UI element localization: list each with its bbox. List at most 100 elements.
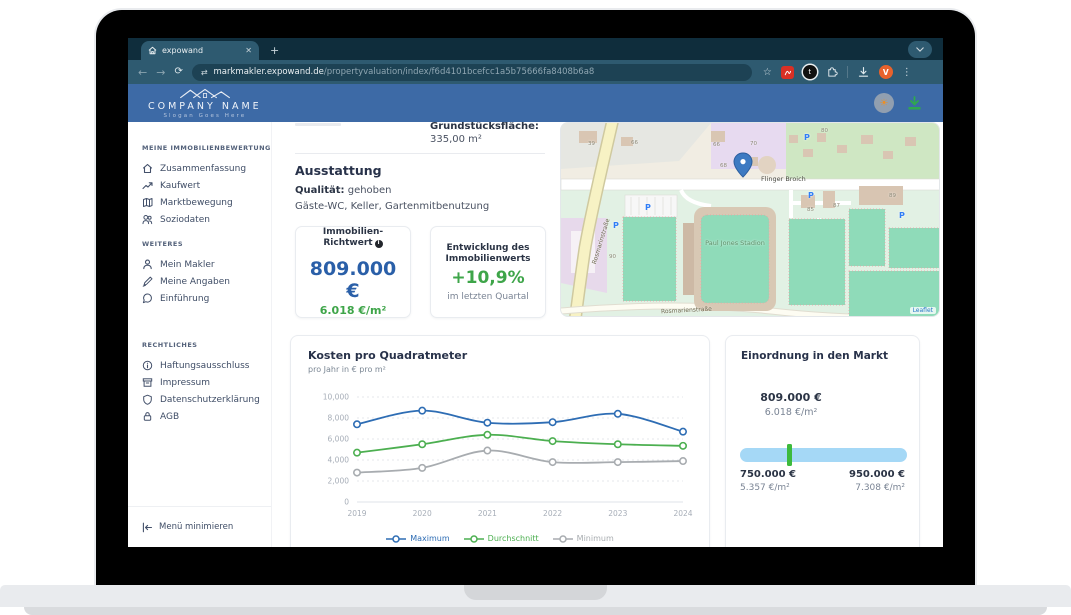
legend-marker-icon — [552, 534, 573, 543]
market-current-value: 809.000 € — [760, 391, 822, 404]
info-icon — [142, 360, 153, 371]
svg-text:0: 0 — [344, 498, 349, 507]
map-pin-icon[interactable] — [733, 152, 753, 178]
info-tooltip-icon[interactable]: i — [374, 239, 383, 248]
sidebar-item-label: Einführung — [160, 293, 210, 304]
toolbar-separator — [846, 66, 848, 78]
svg-text:2019: 2019 — [347, 509, 366, 518]
home-icon — [142, 163, 153, 174]
market-max-block: 950.000 € 7.308 €/m² — [849, 469, 905, 493]
sidebar-item-haftungsausschluss[interactable]: Haftungsausschluss — [142, 357, 271, 374]
sidebar-item-agb[interactable]: AGB — [142, 408, 271, 425]
theme-toggle-button[interactable]: ☀ — [874, 93, 894, 113]
sidebar-heading-weiteres: WEITERES — [142, 240, 184, 248]
quality-line: Qualität: gehoben — [295, 185, 392, 196]
window-chevron-button[interactable] — [908, 41, 932, 58]
plot-area-row: Grundstücksfläche: 335,00 m² — [430, 122, 544, 146]
tab-close-icon[interactable]: ✕ — [245, 45, 252, 55]
company-slogan: Slogan Goes Here — [163, 113, 247, 119]
house-number: 90 — [609, 254, 616, 260]
extension-badge-icon[interactable]: t — [802, 65, 817, 79]
sidebar-item-meine-angaben[interactable]: Meine Angaben — [142, 273, 271, 290]
sidebar-item-label: Haftungsausschluss — [160, 360, 250, 371]
extensions-puzzle-icon[interactable] — [826, 66, 838, 78]
chart-subtitle: pro Jahr in € pro m² — [308, 365, 386, 374]
downloads-icon[interactable] — [857, 66, 870, 79]
kpi-entwicklung-value: +10,9% — [451, 267, 525, 288]
collapse-menu-label: Menü minimieren — [159, 522, 234, 532]
svg-text:4,000: 4,000 — [328, 456, 350, 465]
market-title: Einordnung in den Markt — [741, 350, 888, 362]
header-actions: ☀ — [874, 93, 923, 113]
sidebar-collapse-button[interactable]: Menü minimieren — [128, 506, 271, 547]
sidebar-item-soziodaten[interactable]: Soziodaten — [142, 211, 271, 228]
sidebar-item-datenschutz[interactable]: Datenschutzerklärung — [142, 391, 271, 408]
forward-button[interactable]: → — [156, 65, 166, 79]
house-number: 89 — [889, 193, 896, 199]
bookmark-star-icon[interactable]: ☆ — [762, 66, 772, 78]
parking-icon: P — [808, 191, 814, 200]
quality-value: gehoben — [347, 185, 392, 196]
profile-avatar[interactable]: V — [878, 65, 893, 79]
back-button[interactable]: ← — [138, 65, 148, 79]
archive-icon — [142, 378, 153, 387]
sidebar-item-label: Marktbewegung — [160, 197, 233, 208]
kpi-richtwert-value: 809.000 € — [309, 258, 397, 302]
house-number: 66 — [631, 140, 638, 146]
plot-area-value: 335,00 m² — [430, 134, 482, 145]
pdf-extension-icon[interactable] — [780, 65, 794, 79]
features-line: Gäste-WC, Keller, Gartenmitbenutzung — [295, 201, 490, 212]
sidebar-item-mein-makler[interactable]: Mein Makler — [142, 256, 271, 273]
legend-item[interactable]: Minimum — [552, 534, 614, 543]
sidebar-item-zusammenfassung[interactable]: Zusammenfassung — [142, 160, 271, 177]
url-path: /propertyvaluation/index/f6d4101bcefcc1a… — [323, 67, 595, 77]
download-report-button[interactable] — [906, 95, 923, 111]
sidebar-item-kaufwert[interactable]: Kaufwert — [142, 177, 271, 194]
chart-legend[interactable]: Maximum Durchschnitt Minimum — [291, 534, 709, 543]
home-icon — [148, 46, 157, 55]
browser-tab[interactable]: expowand ✕ — [141, 41, 259, 60]
main-content: Grundstücksfläche: 335,00 m² Ausstattung… — [272, 122, 943, 547]
company-logo[interactable]: COMPANY NAME Slogan Goes Here — [148, 87, 262, 119]
laptop-hinge-notch — [464, 585, 607, 600]
browser-toolbar: ← → ⟳ ⇄ markmakler.expowand.de/propertyv… — [128, 60, 943, 84]
collapse-menu-icon — [142, 522, 153, 532]
svg-text:2020: 2020 — [413, 509, 432, 518]
kpi-richtwert-title: Immobilien- Richtwert i — [322, 227, 384, 248]
sidebar-nav: MEINE IMMOBILIENBEWERTUNG Zusammenfassun… — [128, 122, 272, 547]
avatar-letter: V — [882, 67, 889, 77]
kpi-card-entwicklung: Entwicklung des Immobilienwerts +10,9% i… — [430, 226, 546, 318]
kpi-richtwert-per-sqm: 6.018 €/m² — [319, 304, 387, 317]
reload-button[interactable]: ⟳ — [174, 66, 183, 77]
svg-text:2023: 2023 — [608, 509, 627, 518]
legend-item[interactable]: Maximum — [386, 534, 450, 543]
quality-label: Qualität: — [295, 185, 345, 196]
sidebar-item-einfuehrung[interactable]: Einführung — [142, 290, 271, 307]
legend-item[interactable]: Durchschnitt — [463, 534, 539, 543]
browser-menu-icon[interactable]: ⋮ — [901, 66, 912, 78]
sun-icon: ☀ — [879, 97, 889, 109]
svg-text:2022: 2022 — [543, 509, 562, 518]
url-domain: markmakler.expowand.de — [213, 67, 324, 77]
map-card[interactable]: Flinger Broich Rosmarinstraße Rosmariens… — [560, 122, 940, 317]
new-tab-button[interactable]: + — [270, 44, 280, 57]
sidebar-heading-bewertung: MEINE IMMOBILIENBEWERTUNG — [142, 144, 271, 152]
sidebar-item-label: Zusammenfassung — [160, 163, 247, 174]
sidebar-item-marktbewegung[interactable]: Marktbewegung — [142, 194, 271, 211]
parking-icon: P — [804, 133, 810, 142]
plot-area-label: Grundstücksfläche: — [430, 122, 539, 132]
equipment-title: Ausstattung — [295, 163, 382, 178]
stadium-label: Paul Jones Stadion — [705, 239, 765, 247]
sidebar-item-impressum[interactable]: Impressum — [142, 374, 271, 391]
url-bar[interactable]: ⇄ markmakler.expowand.de/propertyvaluati… — [191, 63, 752, 81]
sidebar-item-label: AGB — [160, 411, 180, 422]
line-chart[interactable]: 0 2,000 4,000 6,000 8,000 10,000 2019 2020 2021 2… — [299, 384, 699, 532]
leaflet-attribution[interactable]: Leaflet — [909, 307, 936, 314]
parking-icon: P — [613, 221, 619, 230]
site-info-icon[interactable]: ⇄ — [200, 67, 208, 77]
sidebar-item-label: Impressum — [160, 377, 211, 388]
svg-text:10,000: 10,000 — [323, 393, 349, 402]
house-number: 66 — [713, 142, 720, 148]
market-max-per-sqm: 7.308 €/m² — [855, 483, 905, 493]
parking-icon: P — [899, 211, 905, 220]
